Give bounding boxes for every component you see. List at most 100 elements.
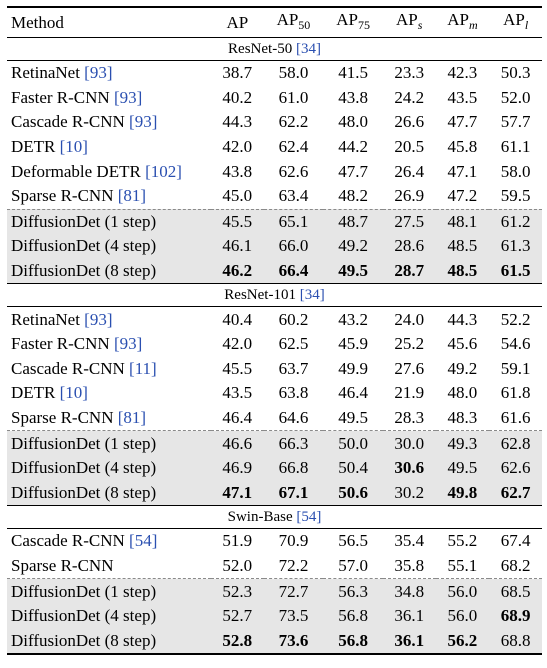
citation-link[interactable]: [34]	[299, 287, 325, 304]
value-cell: 73.5	[263, 603, 324, 629]
method-cell: DiffusionDet (8 step)	[7, 628, 211, 655]
method-name: DETR	[11, 137, 56, 157]
value-cell: 45.8	[447, 137, 478, 157]
value-cell: 43.5	[222, 383, 253, 403]
method-cell: DiffusionDet (8 step)	[7, 258, 211, 284]
citation-link[interactable]: [81]	[117, 186, 147, 206]
value-cell: 44.3	[222, 112, 253, 132]
table-row-ours: DiffusionDet (1 step) 45.5 65.1 48.7 27.5 48.…	[7, 208, 542, 235]
citation-link[interactable]: [54]	[129, 531, 158, 551]
method-cell: Sparse R-CNN [81]	[7, 184, 211, 209]
value-cell: 62.8	[489, 430, 542, 456]
value-cell: 66.0	[263, 234, 324, 259]
value-cell: 48.2	[338, 186, 368, 206]
value-cell: 57.0	[338, 555, 368, 575]
value-cell: 59.1	[500, 358, 531, 378]
value-cell: 62.6	[489, 455, 542, 481]
value-cell: 23.3	[394, 63, 425, 83]
value-cell: 28.3	[394, 408, 425, 428]
value-cell: 30.2	[382, 480, 436, 506]
citation-link[interactable]: [93]	[84, 63, 113, 83]
method-name: DiffusionDet (1 step)	[11, 433, 157, 453]
value-cell: 68.8	[489, 628, 542, 655]
citation-link[interactable]: [93]	[113, 334, 143, 354]
value-cell: 70.9	[278, 531, 309, 551]
value-cell: 30.0	[382, 430, 436, 456]
table-row: Faster R-CNN [93] 42.0 62.5 45.9 25.2 45.6 54.…	[7, 332, 542, 357]
table-row-ours: DiffusionDet (4 step) 46.1 66.0 49.2 28.6 48.…	[7, 234, 542, 259]
method-cell: DiffusionDet (4 step)	[7, 234, 211, 259]
citation-link[interactable]: [102]	[145, 161, 182, 181]
table-row: Sparse R-CNN 52.0 72.2 57.0 35.8 55.1 68.2	[7, 554, 542, 579]
value-cell: 44.3	[447, 309, 478, 329]
value-cell: 62.7	[489, 480, 542, 506]
citation-link[interactable]: [10]	[59, 383, 88, 403]
value-cell: 35.4	[394, 531, 425, 551]
method-name: Cascade R-CNN	[11, 112, 125, 132]
value-cell: 36.1	[382, 603, 436, 629]
method-cell: DETR [10]	[7, 135, 211, 160]
results-table: Method AP AP50 AP75 APs APm APl ResNet-5…	[7, 6, 542, 656]
value-cell: 45.5	[211, 208, 264, 235]
backbone-name: ResNet-101	[224, 287, 296, 304]
value-cell: 47.1	[447, 161, 478, 181]
value-cell: 73.6	[263, 628, 324, 655]
value-cell: 52.2	[500, 309, 531, 329]
method-name: DiffusionDet (4 step)	[11, 458, 157, 478]
value-cell: 72.2	[278, 555, 309, 575]
method-name: Sparse R-CNN	[11, 186, 114, 206]
value-cell: 61.5	[489, 258, 542, 284]
method-cell: DETR [10]	[7, 381, 211, 406]
table-row: Cascade R-CNN [54] 51.9 70.9 56.5 35.4 55.2 67…	[7, 529, 542, 554]
method-name: Sparse R-CNN	[11, 555, 114, 575]
col-header-method: Method	[7, 7, 211, 38]
value-cell: 61.3	[489, 234, 542, 259]
value-cell: 68.9	[489, 603, 542, 629]
value-cell: 49.9	[338, 358, 368, 378]
value-cell: 44.2	[338, 137, 368, 157]
value-cell: 63.7	[278, 358, 309, 378]
value-cell: 62.6	[278, 161, 309, 181]
table-row: RetinaNet [93] 38.7 58.0 41.5 23.3 42.3 50.3	[7, 61, 542, 86]
citation-link[interactable]: [81]	[117, 408, 147, 428]
method-cell: Cascade R-CNN [11]	[7, 357, 211, 382]
citation-link[interactable]: [93]	[129, 112, 158, 132]
citation-link[interactable]: [34]	[295, 41, 321, 57]
citation-link[interactable]: [93]	[84, 309, 113, 329]
value-cell: 47.1	[211, 480, 264, 506]
value-cell: 38.7	[222, 63, 253, 83]
table-row: Sparse R-CNN [81] 46.4 64.6 49.5 28.3 48.3 61.…	[7, 406, 542, 431]
value-cell: 48.0	[447, 383, 478, 403]
value-cell: 61.2	[489, 208, 542, 235]
value-cell: 57.7	[500, 112, 531, 132]
method-name: Cascade R-CNN	[11, 531, 125, 551]
value-cell: 66.3	[263, 430, 324, 456]
value-cell: 47.7	[338, 161, 368, 181]
value-cell: 28.7	[382, 258, 436, 284]
method-cell: DiffusionDet (1 step)	[7, 208, 211, 235]
value-cell: 45.5	[222, 358, 253, 378]
citation-link[interactable]: [10]	[59, 137, 88, 157]
value-cell: 35.8	[394, 555, 425, 575]
value-cell: 36.1	[382, 628, 436, 655]
value-cell: 40.2	[222, 87, 253, 107]
value-cell: 24.0	[394, 309, 425, 329]
value-cell: 42.0	[222, 137, 253, 157]
value-cell: 26.4	[394, 161, 425, 181]
method-name: DiffusionDet (4 step)	[11, 236, 157, 256]
method-cell: Cascade R-CNN [93]	[7, 110, 211, 135]
citation-link[interactable]: [11]	[129, 358, 157, 378]
method-name: DiffusionDet (8 step)	[11, 630, 157, 650]
section-header: ResNet-50 [34]	[7, 37, 542, 61]
value-cell: 56.0	[435, 603, 490, 629]
col-header-aps: APs	[382, 7, 436, 38]
value-cell: 56.3	[323, 578, 383, 604]
table-row: Sparse R-CNN [81] 45.0 63.4 48.2 26.9 47.2 59.…	[7, 184, 542, 209]
value-cell: 55.2	[447, 531, 478, 551]
citation-link[interactable]: [93]	[113, 87, 143, 107]
citation-link[interactable]: [54]	[296, 509, 322, 526]
value-cell: 49.2	[447, 358, 478, 378]
value-cell: 46.9	[211, 455, 264, 481]
value-cell: 72.7	[263, 578, 324, 604]
value-cell: 48.7	[323, 208, 383, 235]
